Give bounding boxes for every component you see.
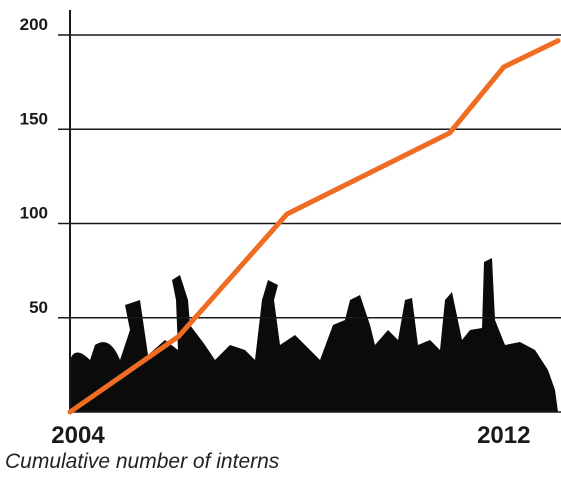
data-point (67, 409, 73, 415)
crowd-silhouette-icon (70, 258, 558, 412)
y-tick-label: 200 (20, 15, 48, 34)
y-tick-label: 150 (20, 109, 48, 128)
data-point (555, 38, 561, 44)
x-tick-label: 2004 (51, 422, 105, 449)
y-tick-label: 50 (29, 298, 48, 317)
gridlines (58, 34, 561, 319)
chart-caption: Cumulative number of interns (5, 450, 280, 473)
y-axis: 50 100 150 200 (20, 10, 71, 412)
data-point (284, 211, 290, 217)
y-tick-label: 100 (20, 204, 48, 223)
data-point (501, 64, 507, 70)
data-point (175, 334, 181, 340)
x-tick-label: 2012 (477, 422, 530, 449)
data-point (447, 130, 453, 136)
series-line (67, 38, 561, 415)
series-layer (67, 38, 561, 415)
x-axis: 2004 2012 (51, 411, 561, 449)
